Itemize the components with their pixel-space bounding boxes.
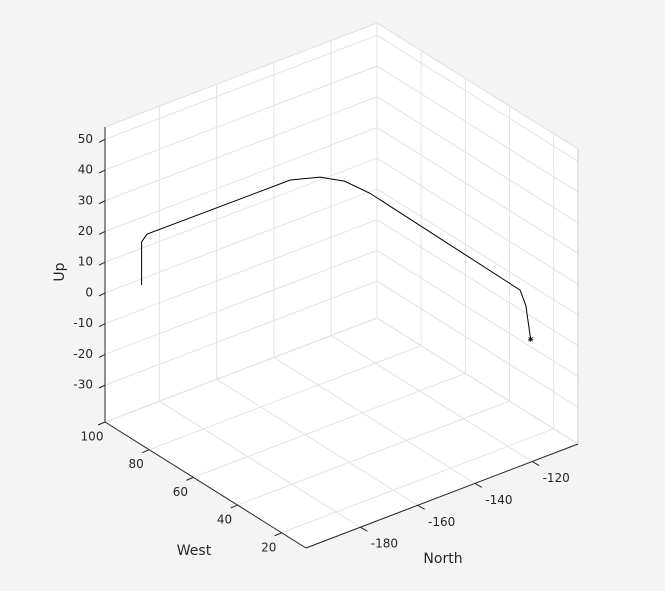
grid-line <box>104 188 378 294</box>
z-tick-label: -30 <box>73 378 93 392</box>
grid-line <box>376 249 579 377</box>
z-tick <box>98 323 106 328</box>
grid-line <box>104 127 378 232</box>
grid-line <box>376 157 579 285</box>
grid-line <box>376 280 579 408</box>
z-tick-label: 30 <box>78 193 93 207</box>
z-tick <box>98 138 106 143</box>
z-tick <box>98 384 106 389</box>
grid <box>104 23 579 534</box>
x-tick <box>417 504 425 510</box>
grid-line <box>376 188 579 316</box>
y-tick <box>141 449 150 454</box>
z-tick-label: 50 <box>78 132 93 146</box>
z-tick-label: 20 <box>78 224 93 238</box>
z-tick-label: 40 <box>78 163 93 177</box>
grid-line <box>216 378 418 506</box>
grid-line <box>104 34 378 140</box>
end-marker <box>528 336 534 342</box>
z-tick-label: 0 <box>85 285 93 299</box>
grid-line <box>104 96 378 202</box>
y-tick <box>97 421 106 426</box>
y-tick <box>274 532 282 537</box>
grid-line <box>376 127 579 254</box>
x-tick <box>474 482 483 488</box>
x-axis-label: North <box>423 551 462 567</box>
grid-line <box>281 428 554 534</box>
grid-line <box>104 219 378 325</box>
z-tick <box>98 169 106 174</box>
plot <box>141 176 534 342</box>
x-tick-label: -120 <box>543 471 570 485</box>
y-axis-label: West <box>177 543 212 559</box>
y-tick-label: 40 <box>217 513 232 527</box>
z-tick <box>98 231 106 235</box>
x-axis-line <box>305 443 579 549</box>
x-tick <box>531 461 540 466</box>
trajectory <box>141 176 532 340</box>
z-axis-label: Up <box>52 262 68 281</box>
grid-line <box>376 34 579 162</box>
z-tick-label: -10 <box>73 316 93 330</box>
y-tick <box>186 476 194 481</box>
grid-line <box>104 65 378 171</box>
x-tick-label: -180 <box>371 537 398 551</box>
grid-line <box>376 96 579 224</box>
z-tick <box>98 261 106 266</box>
x-tick-label: -160 <box>428 515 455 529</box>
grid-line <box>376 219 579 347</box>
y-tick <box>230 504 238 509</box>
x-tick-label: -140 <box>485 493 512 507</box>
y-axis-line <box>104 421 307 549</box>
grid-line <box>193 372 466 478</box>
grid-line <box>376 65 579 193</box>
grid-line <box>104 317 378 423</box>
grid-line <box>104 249 378 355</box>
y-tick-label: 80 <box>129 457 144 471</box>
y-tick-label: 60 <box>173 485 188 499</box>
grid-line <box>104 280 378 386</box>
grid-line <box>330 335 533 462</box>
axes: -180 -160 -140 -120 20 40 60 80 100 -30 -20 -10 0 10 2… <box>73 127 579 554</box>
z-tick <box>98 200 106 205</box>
y-tick-label: 100 <box>81 430 104 444</box>
grid-line <box>159 400 361 528</box>
z-tick <box>98 353 106 358</box>
z-tick <box>98 292 106 297</box>
z-tick-label: 10 <box>78 255 93 269</box>
grid-line <box>237 400 510 506</box>
y-tick-label: 20 <box>261 540 276 554</box>
x-tick <box>360 526 368 532</box>
grid-line <box>148 345 422 451</box>
grid-line <box>273 356 476 484</box>
z-tick-label: -20 <box>73 347 93 361</box>
grid-line <box>104 157 378 263</box>
